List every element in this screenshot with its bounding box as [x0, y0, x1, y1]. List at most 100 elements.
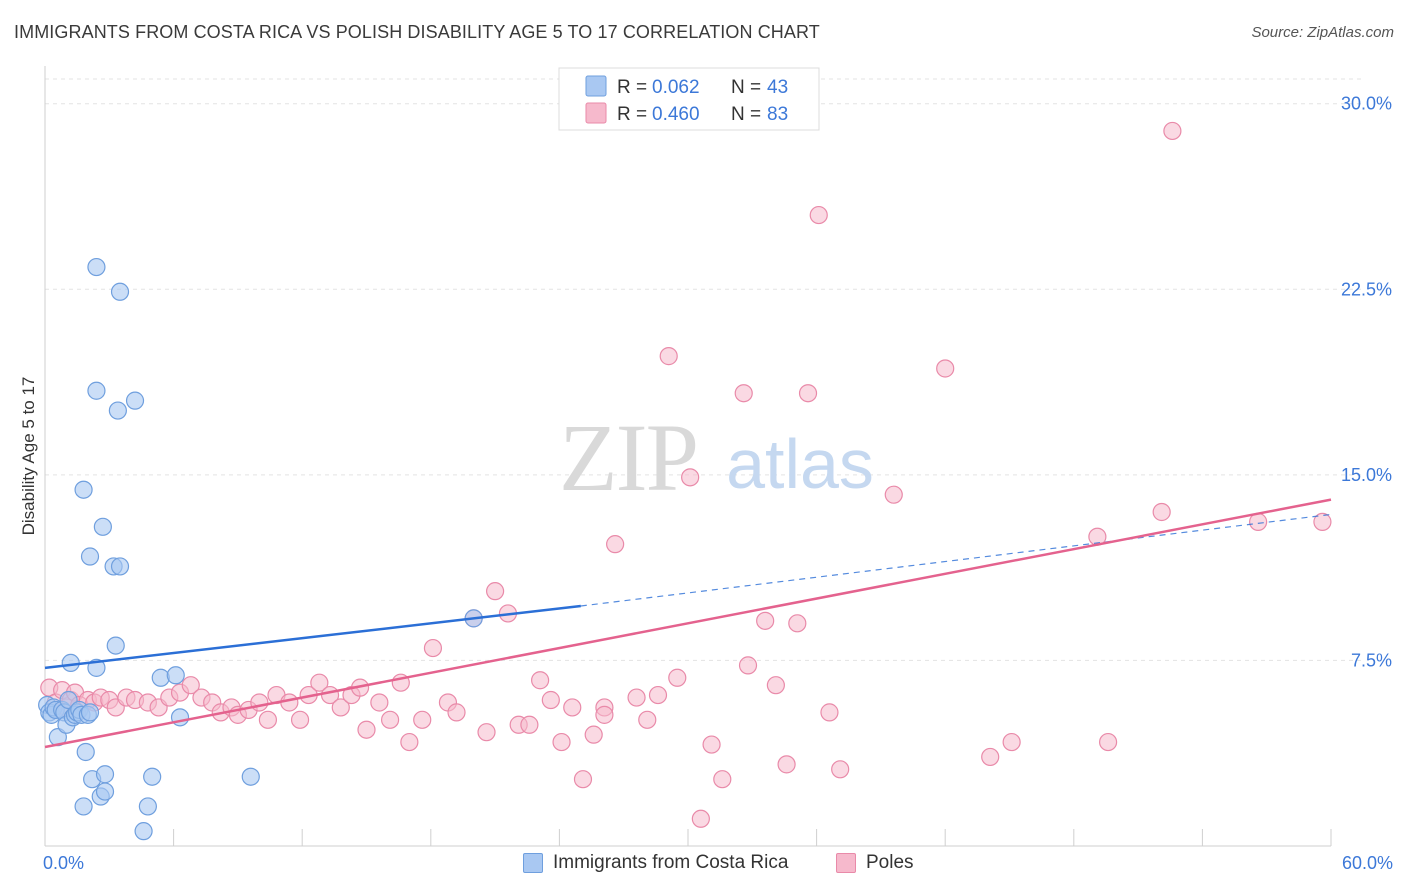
poles-point — [668, 668, 687, 687]
poles-point — [357, 720, 376, 739]
poles-point — [659, 347, 678, 366]
poles-point — [884, 485, 903, 504]
legend-r-label-2: R = — [617, 104, 647, 125]
poles-point — [798, 384, 818, 403]
costa-rica-point — [151, 668, 170, 687]
costa-rica-point — [95, 782, 115, 801]
poles-point — [310, 673, 329, 692]
poles-point — [738, 656, 758, 675]
legend-swatch-costa-rica — [523, 853, 543, 873]
costa-rica-point — [74, 797, 93, 816]
costa-rica-point — [108, 401, 127, 420]
poles-point — [820, 703, 839, 722]
poles-point — [648, 685, 668, 705]
chart-title: IMMIGRANTS FROM COSTA RICA VS POLISH DIS… — [14, 22, 820, 42]
poles-trend — [44, 498, 1332, 749]
poles-point — [1313, 512, 1332, 531]
poles-point — [423, 638, 443, 658]
tick-labels: 7.5% 15.0% 22.5% 30.0% 0.0% 60.0% — [43, 94, 1393, 873]
watermark-zip: ZIP — [559, 404, 697, 511]
source-label: Source: ZipAtlas.com — [1251, 24, 1394, 41]
poles-point — [258, 710, 278, 729]
poles-point — [400, 732, 419, 752]
costa-rica-point — [61, 653, 80, 673]
legend-n-label-1: N = — [731, 77, 761, 98]
poles-point — [1098, 732, 1118, 752]
poles-point — [331, 698, 350, 717]
poles-point — [681, 468, 700, 487]
costa-rica-point — [106, 636, 125, 655]
poles-point — [370, 693, 389, 712]
legend-n-value-1: 43 — [767, 77, 788, 98]
legend-swatch-blue — [585, 75, 607, 97]
legend-swatch-poles — [836, 853, 856, 873]
costa-rica-point — [95, 765, 115, 784]
poles-point — [766, 676, 785, 695]
legend-n-label-2: N = — [731, 104, 761, 125]
poles-point — [477, 723, 496, 742]
costa-rica-point — [134, 822, 153, 841]
costa-rica-trend-solid — [44, 604, 581, 670]
costa-rica-point — [125, 391, 145, 410]
costa-rica-point — [143, 767, 162, 786]
poles-point — [936, 359, 955, 378]
poles-point — [627, 688, 646, 707]
poles-point — [1002, 732, 1021, 752]
costa-rica-point — [87, 257, 106, 277]
poles-point — [638, 710, 657, 729]
poles-point — [413, 710, 432, 729]
costa-rica-point — [76, 742, 95, 762]
costa-rica-point — [80, 703, 100, 722]
legend-label-costa-rica: Immigrants from Costa Rica — [553, 852, 789, 873]
poles-point — [788, 614, 807, 633]
costa-rica-trend-dashed — [580, 513, 1332, 607]
poles-point — [1152, 502, 1171, 522]
legend-r-label-1: R = — [617, 77, 647, 98]
poles-point — [606, 535, 625, 554]
x-tick-label: 60.0% — [1342, 853, 1393, 873]
poles-point — [380, 710, 400, 729]
y-tick-label: 15.0% — [1341, 465, 1392, 485]
costa-rica-point — [110, 557, 130, 576]
poles-point — [280, 693, 299, 712]
y-tick-label: 30.0% — [1341, 94, 1392, 114]
poles-point — [595, 705, 614, 724]
costa-rica-point — [93, 517, 112, 536]
trend-lines — [44, 498, 1332, 749]
series-legend: Immigrants from Costa Rica Poles — [0, 852, 1406, 878]
costa-rica-point — [110, 282, 130, 301]
poles-point — [734, 384, 753, 403]
costa-rica-point — [241, 767, 260, 786]
watermark: ZIP atlas — [559, 404, 874, 511]
legend-item-poles: Poles — [836, 852, 914, 874]
legend-item-costa-rica: Immigrants from Costa Rica — [523, 852, 788, 874]
poles-point — [831, 760, 850, 779]
x-tick-label: 0.0% — [43, 853, 84, 873]
poles-point — [447, 703, 466, 722]
poles-point — [691, 809, 710, 828]
legend-swatch-pink — [585, 102, 607, 124]
legend-r-value-1: 0.062 — [652, 77, 700, 98]
costa-rica-point — [80, 547, 100, 566]
legend-r-value-2: 0.460 — [652, 104, 700, 125]
legend-label-poles: Poles — [866, 852, 914, 873]
poles-point — [290, 710, 310, 729]
watermark-atlas: atlas — [726, 425, 874, 503]
poles-point — [756, 611, 775, 630]
poles-point — [552, 732, 571, 752]
costa-rica-point — [74, 480, 93, 499]
poles-point — [702, 735, 721, 754]
gridlines — [45, 78, 1361, 661]
poles-point — [520, 715, 539, 734]
poles-point — [573, 770, 593, 789]
poles-point — [1163, 121, 1182, 141]
poles-point — [981, 747, 1000, 767]
poles-point — [713, 770, 732, 789]
poles-points — [40, 121, 1332, 828]
costa-rica-point — [87, 381, 106, 400]
poles-point — [181, 676, 200, 695]
poles-point — [541, 690, 560, 710]
poles-point — [777, 755, 796, 774]
y-tick-label: 7.5% — [1351, 650, 1392, 670]
